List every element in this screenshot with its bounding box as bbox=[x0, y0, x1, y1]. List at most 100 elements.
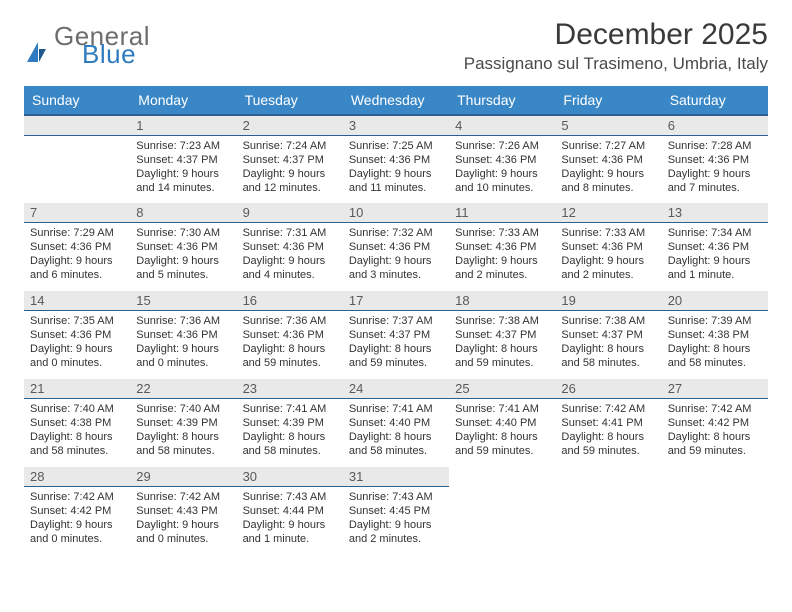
day-number: 4 bbox=[449, 116, 555, 136]
day-number: 6 bbox=[662, 116, 768, 136]
day-cell: 20Sunrise: 7:39 AMSunset: 4:38 PMDayligh… bbox=[662, 291, 768, 379]
day-number: 19 bbox=[555, 291, 661, 311]
col-thursday: Thursday bbox=[449, 86, 555, 115]
day-detail-line: Daylight: 8 hours and 58 minutes. bbox=[349, 430, 443, 458]
day-detail-line: Daylight: 8 hours and 58 minutes. bbox=[668, 342, 762, 370]
day-detail-line: Sunrise: 7:28 AM bbox=[668, 139, 762, 153]
day-detail: Sunrise: 7:24 AMSunset: 4:37 PMDaylight:… bbox=[237, 136, 343, 201]
day-detail: Sunrise: 7:34 AMSunset: 4:36 PMDaylight:… bbox=[662, 223, 768, 288]
day-detail-line: Sunset: 4:36 PM bbox=[349, 240, 443, 254]
col-tuesday: Tuesday bbox=[237, 86, 343, 115]
day-detail-line: Sunrise: 7:42 AM bbox=[30, 490, 124, 504]
day-detail-line: Sunset: 4:39 PM bbox=[243, 416, 337, 430]
day-detail-line: Sunset: 4:38 PM bbox=[30, 416, 124, 430]
day-cell: 30Sunrise: 7:43 AMSunset: 4:44 PMDayligh… bbox=[237, 467, 343, 555]
day-cell bbox=[555, 467, 661, 555]
day-detail-line: Daylight: 8 hours and 58 minutes. bbox=[30, 430, 124, 458]
day-detail-line: Daylight: 8 hours and 58 minutes. bbox=[243, 430, 337, 458]
day-detail-line: Daylight: 9 hours and 0 minutes. bbox=[136, 342, 230, 370]
day-detail: Sunrise: 7:42 AMSunset: 4:41 PMDaylight:… bbox=[555, 399, 661, 464]
day-detail-line: Sunset: 4:36 PM bbox=[243, 240, 337, 254]
day-detail: Sunrise: 7:42 AMSunset: 4:42 PMDaylight:… bbox=[662, 399, 768, 464]
day-detail: Sunrise: 7:41 AMSunset: 4:40 PMDaylight:… bbox=[343, 399, 449, 464]
day-cell: 28Sunrise: 7:42 AMSunset: 4:42 PMDayligh… bbox=[24, 467, 130, 555]
sail-icon bbox=[24, 40, 50, 66]
day-detail-line: Sunset: 4:38 PM bbox=[668, 328, 762, 342]
calendar-table: Sunday Monday Tuesday Wednesday Thursday… bbox=[24, 86, 768, 555]
day-detail-line: Sunrise: 7:24 AM bbox=[243, 139, 337, 153]
day-number: 20 bbox=[662, 291, 768, 311]
day-detail: Sunrise: 7:40 AMSunset: 4:39 PMDaylight:… bbox=[130, 399, 236, 464]
day-cell: 19Sunrise: 7:38 AMSunset: 4:37 PMDayligh… bbox=[555, 291, 661, 379]
day-detail-line: Daylight: 8 hours and 59 minutes. bbox=[668, 430, 762, 458]
calendar-body: .1Sunrise: 7:23 AMSunset: 4:37 PMDayligh… bbox=[24, 115, 768, 555]
day-detail-line: Sunrise: 7:27 AM bbox=[561, 139, 655, 153]
day-number: 30 bbox=[237, 467, 343, 487]
day-detail-line: Daylight: 8 hours and 59 minutes. bbox=[561, 430, 655, 458]
day-cell: 9Sunrise: 7:31 AMSunset: 4:36 PMDaylight… bbox=[237, 203, 343, 291]
day-detail: Sunrise: 7:42 AMSunset: 4:43 PMDaylight:… bbox=[130, 487, 236, 552]
day-detail-line: Daylight: 9 hours and 1 minute. bbox=[668, 254, 762, 282]
day-detail-line: Daylight: 8 hours and 59 minutes. bbox=[455, 430, 549, 458]
day-number: 21 bbox=[24, 379, 130, 399]
day-detail: Sunrise: 7:38 AMSunset: 4:37 PMDaylight:… bbox=[555, 311, 661, 376]
day-detail: Sunrise: 7:33 AMSunset: 4:36 PMDaylight:… bbox=[449, 223, 555, 288]
day-detail-line: Daylight: 9 hours and 11 minutes. bbox=[349, 167, 443, 195]
day-number: 28 bbox=[24, 467, 130, 487]
day-cell: 18Sunrise: 7:38 AMSunset: 4:37 PMDayligh… bbox=[449, 291, 555, 379]
day-detail-line: Daylight: 9 hours and 10 minutes. bbox=[455, 167, 549, 195]
day-number: 16 bbox=[237, 291, 343, 311]
day-detail: Sunrise: 7:38 AMSunset: 4:37 PMDaylight:… bbox=[449, 311, 555, 376]
day-detail-line: Daylight: 9 hours and 5 minutes. bbox=[136, 254, 230, 282]
day-number: 18 bbox=[449, 291, 555, 311]
day-cell: 16Sunrise: 7:36 AMSunset: 4:36 PMDayligh… bbox=[237, 291, 343, 379]
day-detail: Sunrise: 7:43 AMSunset: 4:45 PMDaylight:… bbox=[343, 487, 449, 552]
day-cell: 17Sunrise: 7:37 AMSunset: 4:37 PMDayligh… bbox=[343, 291, 449, 379]
week-row: 14Sunrise: 7:35 AMSunset: 4:36 PMDayligh… bbox=[24, 291, 768, 379]
day-cell: 25Sunrise: 7:41 AMSunset: 4:40 PMDayligh… bbox=[449, 379, 555, 467]
day-detail-line: Sunrise: 7:43 AM bbox=[243, 490, 337, 504]
day-detail-line: Sunset: 4:36 PM bbox=[455, 240, 549, 254]
header: General Blue December 2025 Passignano su… bbox=[24, 18, 768, 74]
day-detail-line: Sunrise: 7:35 AM bbox=[30, 314, 124, 328]
day-detail-line: Sunrise: 7:39 AM bbox=[668, 314, 762, 328]
day-detail-line: Sunset: 4:36 PM bbox=[30, 240, 124, 254]
day-cell: 15Sunrise: 7:36 AMSunset: 4:36 PMDayligh… bbox=[130, 291, 236, 379]
day-number: 11 bbox=[449, 203, 555, 223]
day-detail: Sunrise: 7:39 AMSunset: 4:38 PMDaylight:… bbox=[662, 311, 768, 376]
day-detail: Sunrise: 7:41 AMSunset: 4:39 PMDaylight:… bbox=[237, 399, 343, 464]
day-detail: Sunrise: 7:33 AMSunset: 4:36 PMDaylight:… bbox=[555, 223, 661, 288]
day-detail-line: Sunset: 4:36 PM bbox=[349, 153, 443, 167]
day-detail-line: Sunrise: 7:31 AM bbox=[243, 226, 337, 240]
col-saturday: Saturday bbox=[662, 86, 768, 115]
day-detail-line: Sunset: 4:37 PM bbox=[455, 328, 549, 342]
day-detail: Sunrise: 7:30 AMSunset: 4:36 PMDaylight:… bbox=[130, 223, 236, 288]
day-number: 22 bbox=[130, 379, 236, 399]
day-detail-line: Sunset: 4:36 PM bbox=[455, 153, 549, 167]
col-friday: Friday bbox=[555, 86, 661, 115]
day-detail-line: Sunset: 4:37 PM bbox=[136, 153, 230, 167]
day-number: 9 bbox=[237, 203, 343, 223]
day-detail-line: Sunrise: 7:33 AM bbox=[561, 226, 655, 240]
day-cell: 6Sunrise: 7:28 AMSunset: 4:36 PMDaylight… bbox=[662, 115, 768, 203]
day-detail-line: Sunrise: 7:42 AM bbox=[668, 402, 762, 416]
day-detail: Sunrise: 7:41 AMSunset: 4:40 PMDaylight:… bbox=[449, 399, 555, 464]
day-detail-line: Sunrise: 7:41 AM bbox=[243, 402, 337, 416]
day-detail-line: Sunset: 4:36 PM bbox=[243, 328, 337, 342]
day-detail-line: Sunset: 4:42 PM bbox=[668, 416, 762, 430]
brand-logo: General Blue bbox=[24, 18, 150, 66]
day-cell: 14Sunrise: 7:35 AMSunset: 4:36 PMDayligh… bbox=[24, 291, 130, 379]
day-detail-line: Sunrise: 7:29 AM bbox=[30, 226, 124, 240]
day-detail: Sunrise: 7:42 AMSunset: 4:42 PMDaylight:… bbox=[24, 487, 130, 552]
day-detail-line: Sunset: 4:36 PM bbox=[30, 328, 124, 342]
day-detail: Sunrise: 7:37 AMSunset: 4:37 PMDaylight:… bbox=[343, 311, 449, 376]
day-detail-line: Sunrise: 7:40 AM bbox=[136, 402, 230, 416]
day-cell: 26Sunrise: 7:42 AMSunset: 4:41 PMDayligh… bbox=[555, 379, 661, 467]
day-detail-line: Sunset: 4:37 PM bbox=[243, 153, 337, 167]
day-detail: Sunrise: 7:23 AMSunset: 4:37 PMDaylight:… bbox=[130, 136, 236, 201]
day-cell: 13Sunrise: 7:34 AMSunset: 4:36 PMDayligh… bbox=[662, 203, 768, 291]
calendar-page: General Blue December 2025 Passignano su… bbox=[0, 0, 792, 612]
day-detail-line: Sunrise: 7:33 AM bbox=[455, 226, 549, 240]
day-detail-line: Daylight: 9 hours and 12 minutes. bbox=[243, 167, 337, 195]
day-detail-line: Sunrise: 7:40 AM bbox=[30, 402, 124, 416]
